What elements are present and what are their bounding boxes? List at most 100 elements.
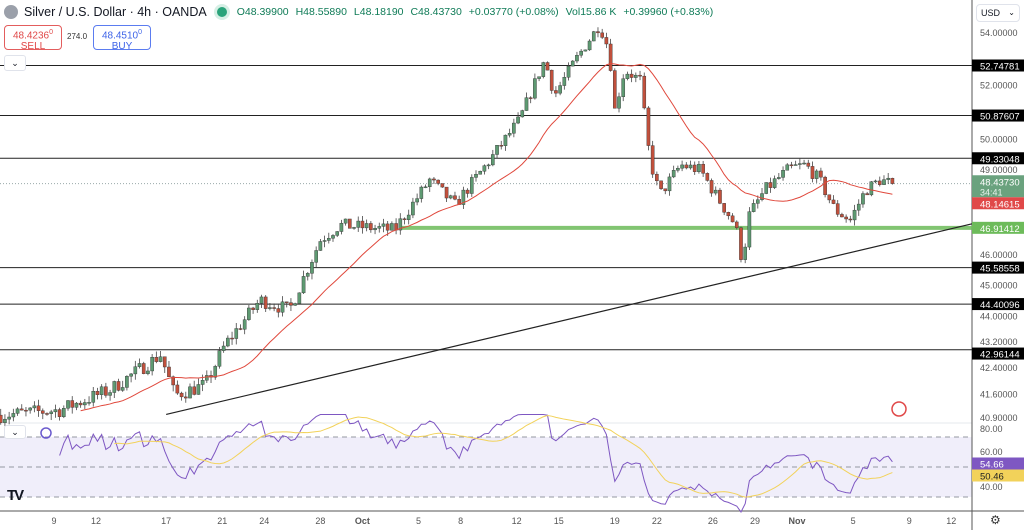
bull-candle bbox=[66, 400, 70, 409]
high-value: H48.55890 bbox=[295, 6, 347, 18]
time-tick-label: 5 bbox=[416, 516, 421, 526]
market-open-icon bbox=[216, 7, 227, 17]
bear-candle bbox=[453, 195, 457, 200]
bull-candle bbox=[503, 134, 508, 146]
bull-candle bbox=[200, 380, 205, 385]
currency-select[interactable]: USD ⌄ bbox=[976, 4, 1020, 22]
bull-candle bbox=[406, 214, 411, 220]
price-tick-label: 52.00000 bbox=[980, 80, 1018, 90]
bear-candle bbox=[19, 408, 24, 411]
bear-candle bbox=[877, 180, 882, 185]
bull-candle bbox=[617, 96, 621, 109]
level-price-tag: 50.87607 bbox=[980, 112, 1020, 123]
bull-candle bbox=[305, 273, 310, 277]
time-tick-label: 26 bbox=[708, 516, 718, 526]
change-value: +0.03770 (+0.08%) bbox=[468, 6, 559, 18]
bull-candle bbox=[373, 228, 377, 231]
buy-button[interactable]: 48.45100 BUY bbox=[93, 25, 151, 52]
bar-countdown: 34:41 bbox=[980, 187, 1003, 197]
bull-candle bbox=[83, 402, 87, 406]
bull-candle bbox=[415, 198, 419, 203]
bull-candle bbox=[62, 408, 66, 417]
bull-candle bbox=[520, 110, 525, 118]
bear-candle bbox=[360, 220, 365, 229]
bear-candle bbox=[465, 189, 470, 194]
time-tick-label: 15 bbox=[554, 516, 564, 526]
bull-candle bbox=[869, 181, 874, 196]
bull-candle bbox=[150, 356, 154, 372]
chevron-down-icon: ⌄ bbox=[1008, 8, 1015, 17]
symbol-title[interactable]: Silver / U.S. Dollar · 4h · OANDA bbox=[24, 5, 207, 19]
bear-candle bbox=[238, 328, 243, 330]
trendline bbox=[166, 223, 973, 416]
bear-candle bbox=[116, 381, 121, 391]
tradingview-logo[interactable]: TV bbox=[7, 487, 24, 504]
bear-candle bbox=[175, 384, 180, 394]
bear-candle bbox=[819, 170, 823, 178]
level-price-tag-bg bbox=[972, 261, 1024, 274]
bull-candle bbox=[196, 384, 201, 395]
collapse-rsi-legend-button[interactable]: ⌄ bbox=[4, 425, 26, 439]
bear-candle bbox=[554, 90, 558, 94]
level-price-tag: 52.74781 bbox=[980, 61, 1020, 72]
bull-candle bbox=[781, 170, 785, 178]
price-tick-label: 54.00000 bbox=[980, 28, 1018, 38]
bear-candle bbox=[167, 366, 171, 378]
rsi-ma-value-tag-bg bbox=[972, 469, 1024, 482]
bull-candle bbox=[217, 350, 222, 367]
bear-candle bbox=[663, 188, 668, 192]
bull-candle bbox=[158, 356, 163, 362]
bull-candle bbox=[512, 122, 516, 134]
level-price-tag-bg bbox=[972, 347, 1024, 360]
bull-candle bbox=[469, 177, 474, 194]
bull-candle bbox=[579, 50, 583, 56]
bear-candle bbox=[739, 227, 743, 260]
bull-candle bbox=[558, 85, 562, 94]
bull-candle bbox=[562, 77, 567, 86]
bull-candle bbox=[680, 164, 684, 169]
bear-candle bbox=[40, 410, 45, 414]
bull-candle bbox=[448, 195, 453, 199]
bear-candle bbox=[600, 32, 604, 38]
bull-candle bbox=[242, 319, 247, 330]
bull-candle bbox=[625, 73, 630, 79]
bull-candle bbox=[49, 411, 53, 414]
bull-candle bbox=[247, 307, 251, 320]
bull-candle bbox=[74, 402, 79, 408]
bull-candle bbox=[798, 163, 802, 165]
rsi-value-tag: 54.66 bbox=[980, 460, 1004, 471]
bull-candle bbox=[146, 370, 150, 374]
bull-candle bbox=[634, 74, 638, 78]
bull-candle bbox=[756, 199, 760, 204]
bear-candle bbox=[444, 186, 449, 199]
bull-candle bbox=[293, 303, 297, 306]
bear-candle bbox=[890, 177, 895, 184]
bear-candle bbox=[230, 337, 234, 340]
bull-candle bbox=[326, 238, 331, 241]
collapse-legend-button[interactable]: ⌄ bbox=[4, 55, 26, 71]
bear-candle bbox=[726, 212, 731, 217]
bull-candle bbox=[802, 162, 806, 165]
bull-candle bbox=[570, 60, 575, 67]
bull-candle bbox=[137, 363, 142, 367]
bull-candle bbox=[7, 416, 11, 420]
sell-label: SELL bbox=[20, 41, 46, 53]
bull-candle bbox=[268, 307, 272, 309]
time-tick-label: 9 bbox=[907, 516, 912, 526]
settings-icon[interactable]: ⚙ bbox=[990, 513, 1001, 527]
bull-candle bbox=[591, 31, 596, 42]
bear-candle bbox=[528, 97, 533, 99]
bull-candle bbox=[322, 240, 327, 242]
bull-candle bbox=[423, 186, 428, 189]
bull-candle bbox=[671, 170, 676, 178]
bull-candle bbox=[53, 409, 58, 413]
bear-candle bbox=[722, 203, 726, 213]
bull-candle bbox=[676, 167, 680, 171]
sell-button[interactable]: 48.42360 SELL bbox=[4, 25, 62, 53]
bear-candle bbox=[432, 178, 436, 181]
bear-candle bbox=[709, 180, 714, 194]
bear-candle bbox=[705, 173, 710, 181]
buy-price-sup: 0 bbox=[138, 29, 143, 36]
bear-candle bbox=[162, 356, 167, 368]
